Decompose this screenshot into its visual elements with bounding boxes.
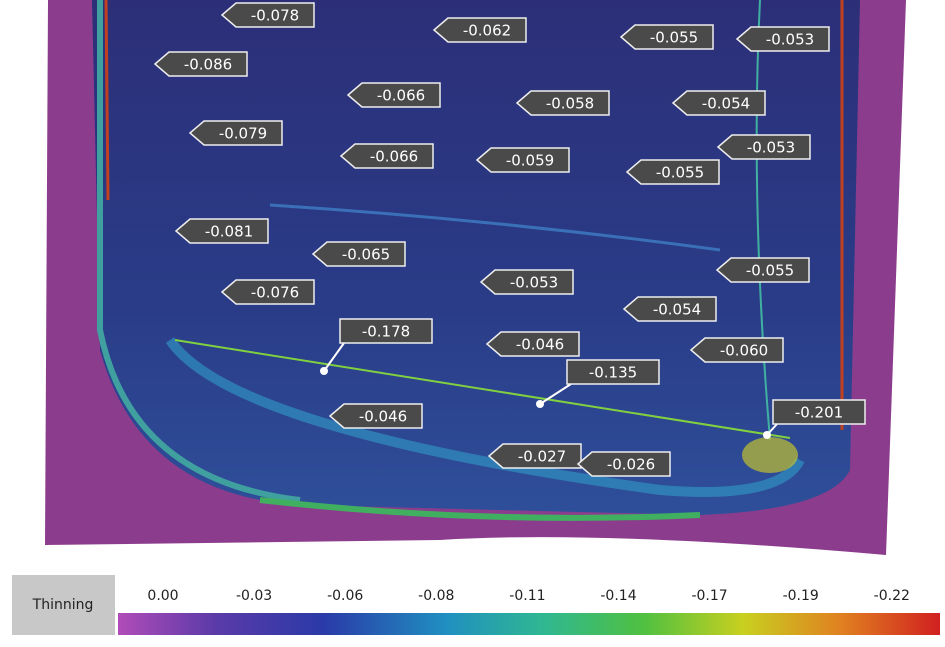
probe-label-box	[174, 218, 269, 244]
probe-label: -0.053	[510, 274, 558, 292]
contour-edge	[104, 0, 110, 201]
probe-label: -0.062	[463, 22, 511, 40]
probe-label-box	[689, 337, 784, 363]
probe-label: -0.066	[377, 87, 425, 105]
probe-label: -0.046	[359, 408, 407, 426]
leader-line	[323, 342, 345, 372]
contour-edge	[755, 0, 771, 441]
probe-label: -0.053	[747, 139, 795, 157]
probe-label: -0.066	[370, 148, 418, 166]
contour-line	[269, 203, 721, 252]
legend-tick-label: -0.22	[874, 588, 910, 604]
legend-tick-label: -0.06	[327, 588, 363, 604]
probe-label: -0.065	[342, 246, 390, 264]
probe-label-box	[715, 257, 810, 283]
probe-label: -0.054	[653, 301, 701, 319]
probe-label: -0.201	[795, 404, 843, 422]
contour-band	[259, 497, 701, 521]
contour-edge	[97, 0, 301, 503]
probe-label-box	[619, 24, 714, 50]
crease-line	[174, 339, 791, 439]
probe-label-box	[716, 134, 811, 160]
probe-label-box	[339, 318, 433, 344]
probe-label-box	[576, 451, 671, 477]
probe-label: -0.081	[205, 223, 253, 241]
probe-label-box	[311, 241, 406, 267]
probe-label-box	[339, 143, 434, 169]
probe-label-box	[432, 17, 527, 43]
probe-label: -0.046	[516, 336, 564, 354]
probe-label: -0.054	[702, 95, 750, 113]
probe-label-box	[328, 403, 423, 429]
probe-label-box	[487, 443, 582, 469]
probe-label: -0.026	[607, 456, 655, 474]
probe-label-box	[153, 51, 248, 77]
probe-label: -0.086	[184, 56, 232, 74]
legend-tick-label: -0.11	[509, 588, 545, 604]
probe-label: -0.076	[251, 284, 299, 302]
probe-label-box	[220, 279, 315, 305]
probe-label: -0.055	[656, 164, 704, 182]
probe-label-box	[475, 147, 570, 173]
probe-label: -0.053	[766, 31, 814, 49]
probe-label-box	[566, 359, 660, 385]
probe-point	[763, 431, 771, 439]
probe-label-box	[515, 90, 610, 116]
probe-point	[320, 367, 328, 375]
part-field	[92, 0, 860, 515]
leader-line	[539, 383, 572, 405]
probe-label-box	[346, 82, 441, 108]
legend-tick-label: -0.19	[783, 588, 819, 604]
probe-label: -0.178	[362, 323, 410, 341]
probe-label-box	[671, 90, 766, 116]
legend-tick-label: -0.17	[691, 588, 727, 604]
probe-label-box	[622, 296, 717, 322]
probe-point	[536, 400, 544, 408]
legend-colorbar	[118, 613, 940, 635]
hotspot	[742, 437, 798, 473]
probe-label: -0.059	[506, 152, 554, 170]
legend-tick-label: -0.14	[600, 588, 636, 604]
legend-title: Thinning	[32, 597, 94, 613]
probe-label: -0.027	[518, 448, 566, 466]
probe-label: -0.078	[251, 7, 299, 25]
probe-label-box	[479, 269, 574, 295]
probe-label: -0.055	[746, 262, 794, 280]
probe-label-box	[220, 2, 315, 28]
probe-label: -0.060	[720, 342, 768, 360]
legend-tick-label: 0.00	[147, 588, 178, 604]
legend-tick-label: -0.08	[418, 588, 454, 604]
probe-label: -0.058	[546, 95, 594, 113]
probe-label-box	[772, 399, 866, 425]
legend-tick-label: -0.03	[236, 588, 272, 604]
probe-label: -0.055	[650, 29, 698, 47]
probe-label-box	[735, 26, 830, 52]
legend-title-box	[12, 575, 115, 635]
probe-label-box	[625, 159, 720, 185]
probe-label-box	[485, 331, 580, 357]
probe-label-box	[188, 120, 283, 146]
probe-label: -0.135	[589, 364, 637, 382]
probe-label: -0.079	[219, 125, 267, 143]
